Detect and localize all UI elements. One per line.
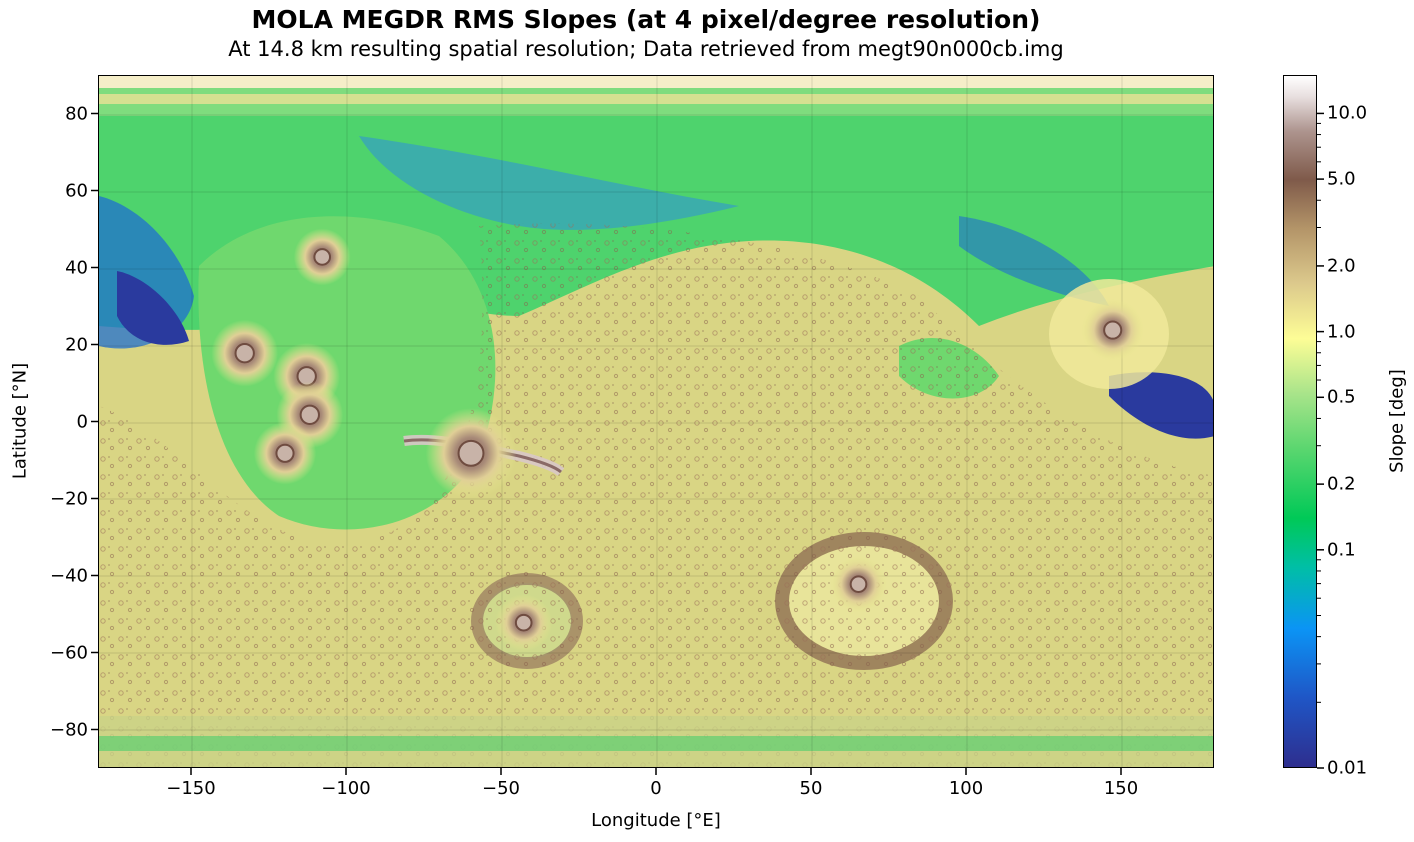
colorbar <box>1283 75 1317 768</box>
chart-title: MOLA MEGDR RMS Slopes (at 4 pixel/degree… <box>251 5 1041 34</box>
x-tick-label: −150 <box>166 778 216 799</box>
colorbar-tick-label: 0.5 <box>1327 386 1356 408</box>
colorbar-tick-label: 5.0 <box>1327 168 1356 190</box>
x-tick-label: 150 <box>1103 778 1139 799</box>
slope-feature-core <box>849 575 868 594</box>
y-tick-label: −40 <box>50 565 88 586</box>
slope-heatmap <box>99 76 1213 767</box>
y-axis-label: Latitude [°N] <box>9 362 31 480</box>
colorbar-tick-label: 10.0 <box>1327 102 1368 124</box>
y-tick-label: 0 <box>76 411 88 432</box>
x-tick-label: −50 <box>482 778 520 799</box>
y-tick-label: 40 <box>65 257 88 278</box>
y-tick-label: 20 <box>65 334 88 355</box>
y-tick-label: 60 <box>65 180 88 201</box>
slope-feature-core <box>514 613 533 632</box>
slope-feature-core <box>234 343 255 364</box>
slope-feature-core <box>299 404 320 425</box>
slope-feature-core <box>275 443 295 463</box>
x-tick-label: −100 <box>321 778 371 799</box>
slope-feature-core <box>457 439 485 467</box>
y-tick-label: −80 <box>50 719 88 740</box>
colorbar-tick-label: 1.0 <box>1327 321 1356 343</box>
colorbar-tick-label: 0.01 <box>1327 757 1368 779</box>
y-tick-label: −20 <box>50 488 88 509</box>
colorbar-label: Slope [deg] <box>1386 369 1408 473</box>
y-tick-label: −60 <box>50 642 88 663</box>
x-tick-label: 0 <box>650 778 662 799</box>
colorbar-tick-label: 0.1 <box>1327 539 1356 561</box>
chart-subtitle: At 14.8 km resulting spatial resolution;… <box>228 37 1064 61</box>
colorbar-tick-label: 0.2 <box>1327 473 1356 495</box>
x-tick-label: 100 <box>948 778 984 799</box>
x-axis-label: Longitude [°E] <box>591 810 721 831</box>
map-plot-area <box>98 75 1214 768</box>
slope-feature-core <box>1103 320 1123 340</box>
slope-feature-core <box>313 248 332 266</box>
colorbar-tick-label: 2.0 <box>1327 255 1356 277</box>
x-tick-label: 50 <box>799 778 823 799</box>
y-tick-label: 80 <box>65 103 88 124</box>
